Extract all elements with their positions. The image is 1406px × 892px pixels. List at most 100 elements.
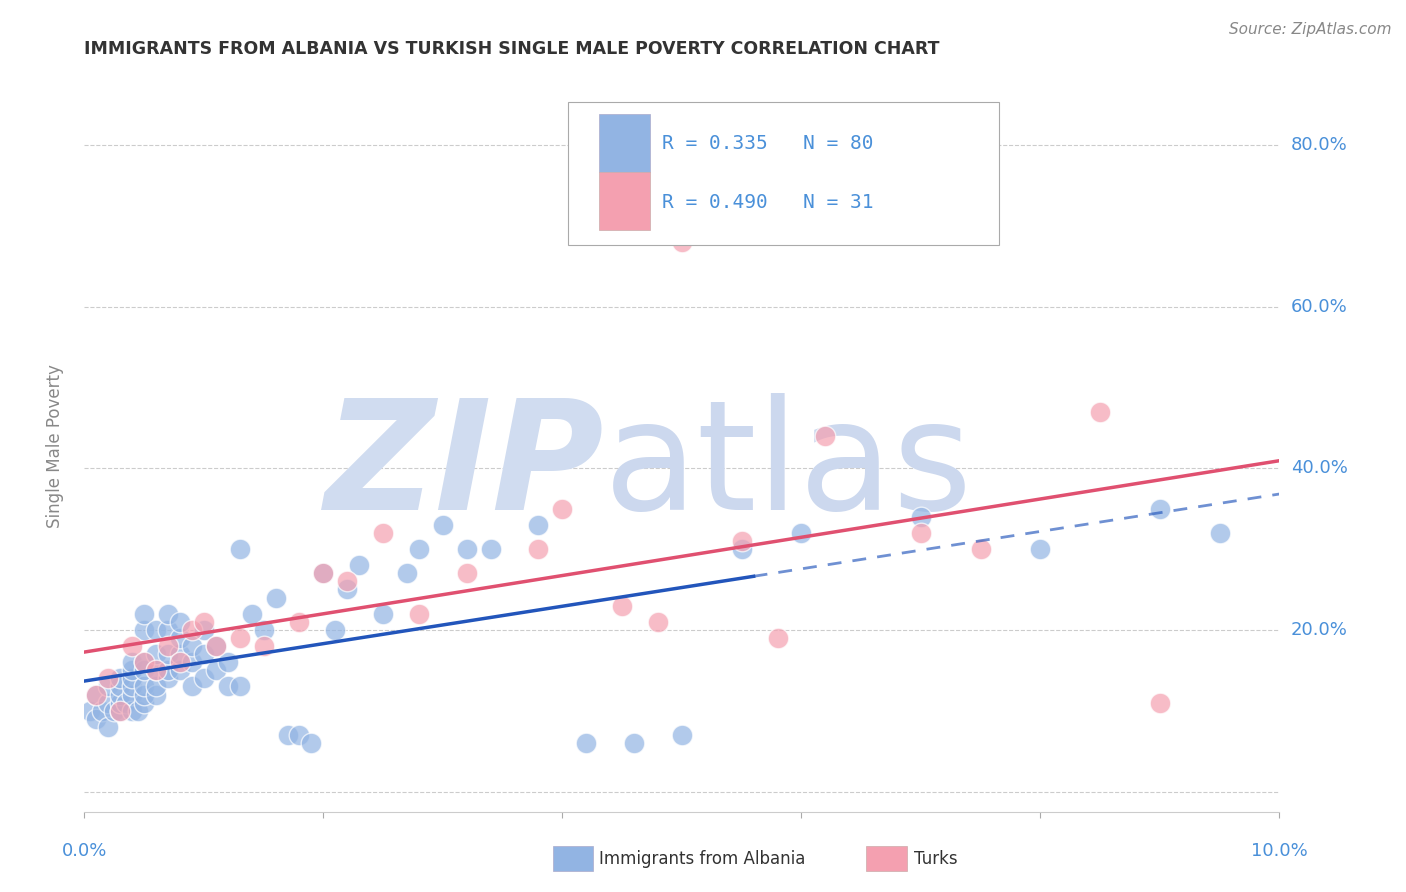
Point <box>157 639 180 653</box>
Point <box>456 542 478 557</box>
Point <box>396 566 419 581</box>
Point <box>79 704 101 718</box>
Point <box>121 671 143 685</box>
Point <box>312 566 335 581</box>
Text: Immigrants from Albania: Immigrants from Albania <box>599 850 806 868</box>
Point <box>145 663 167 677</box>
Point <box>373 525 395 540</box>
Point <box>121 655 143 669</box>
Point <box>169 647 191 661</box>
Point <box>205 639 228 653</box>
Point <box>193 623 215 637</box>
Point <box>121 680 143 694</box>
Point <box>110 671 132 685</box>
Point <box>671 728 693 742</box>
Point <box>970 542 993 557</box>
Text: Source: ZipAtlas.com: Source: ZipAtlas.com <box>1229 22 1392 37</box>
Point <box>145 680 167 694</box>
Text: 80.0%: 80.0% <box>1291 136 1347 154</box>
Point <box>132 680 156 694</box>
Point <box>145 688 167 702</box>
Point <box>527 517 550 532</box>
Point <box>132 663 156 677</box>
Text: ZIP: ZIP <box>325 393 605 542</box>
Point <box>253 639 276 653</box>
Point <box>253 623 276 637</box>
Point <box>132 607 156 621</box>
Point <box>456 566 478 581</box>
Text: atlas: atlas <box>605 393 973 542</box>
Point <box>157 671 180 685</box>
Point <box>731 533 754 548</box>
Point <box>325 623 347 637</box>
Text: 0.0%: 0.0% <box>62 842 107 860</box>
Point <box>671 235 693 249</box>
Point <box>1149 501 1171 516</box>
Point <box>121 688 143 702</box>
Point <box>181 623 204 637</box>
Point <box>790 525 813 540</box>
Point <box>132 696 156 710</box>
Point <box>623 736 645 750</box>
Point <box>228 631 252 645</box>
Point <box>240 607 263 621</box>
Point <box>86 688 108 702</box>
Point <box>132 655 156 669</box>
Point <box>612 599 634 613</box>
Point <box>86 712 108 726</box>
Point <box>910 509 932 524</box>
Point <box>228 680 252 694</box>
Point <box>205 663 228 677</box>
Point <box>1209 525 1232 540</box>
Point <box>336 582 359 597</box>
Point <box>373 607 395 621</box>
Text: Turks: Turks <box>914 850 957 868</box>
Point <box>110 704 132 718</box>
Point <box>97 671 120 685</box>
FancyBboxPatch shape <box>599 172 650 230</box>
Point <box>132 655 156 669</box>
Point <box>479 542 502 557</box>
Text: 60.0%: 60.0% <box>1291 298 1347 316</box>
Point <box>193 671 215 685</box>
Point <box>349 558 371 573</box>
Point <box>132 688 156 702</box>
Point <box>127 704 149 718</box>
FancyBboxPatch shape <box>568 103 998 245</box>
Point <box>169 615 191 629</box>
Point <box>551 501 574 516</box>
Point <box>91 704 114 718</box>
Point <box>301 736 323 750</box>
Text: IMMIGRANTS FROM ALBANIA VS TURKISH SINGLE MALE POVERTY CORRELATION CHART: IMMIGRANTS FROM ALBANIA VS TURKISH SINGL… <box>84 40 939 58</box>
Text: R = 0.490   N = 31: R = 0.490 N = 31 <box>662 193 873 212</box>
Point <box>408 607 430 621</box>
Point <box>157 663 180 677</box>
Point <box>121 663 143 677</box>
Point <box>145 647 167 661</box>
Point <box>731 542 754 557</box>
Point <box>1090 404 1112 418</box>
Point <box>181 655 204 669</box>
Point <box>157 623 180 637</box>
Point <box>132 623 156 637</box>
Point <box>97 720 120 734</box>
Point <box>169 663 191 677</box>
Point <box>527 542 550 557</box>
Text: 10.0%: 10.0% <box>1251 842 1308 860</box>
Text: 40.0%: 40.0% <box>1291 459 1347 477</box>
Text: R = 0.335   N = 80: R = 0.335 N = 80 <box>662 135 873 153</box>
Point <box>169 655 191 669</box>
Point <box>157 647 180 661</box>
Point <box>336 574 359 589</box>
Point <box>169 631 191 645</box>
Point <box>103 704 125 718</box>
Point <box>647 615 669 629</box>
Point <box>193 647 215 661</box>
Point <box>181 639 204 653</box>
Point <box>110 696 132 710</box>
Point <box>145 623 167 637</box>
Point <box>121 639 143 653</box>
Point <box>115 696 138 710</box>
Point <box>157 607 180 621</box>
Point <box>766 631 789 645</box>
